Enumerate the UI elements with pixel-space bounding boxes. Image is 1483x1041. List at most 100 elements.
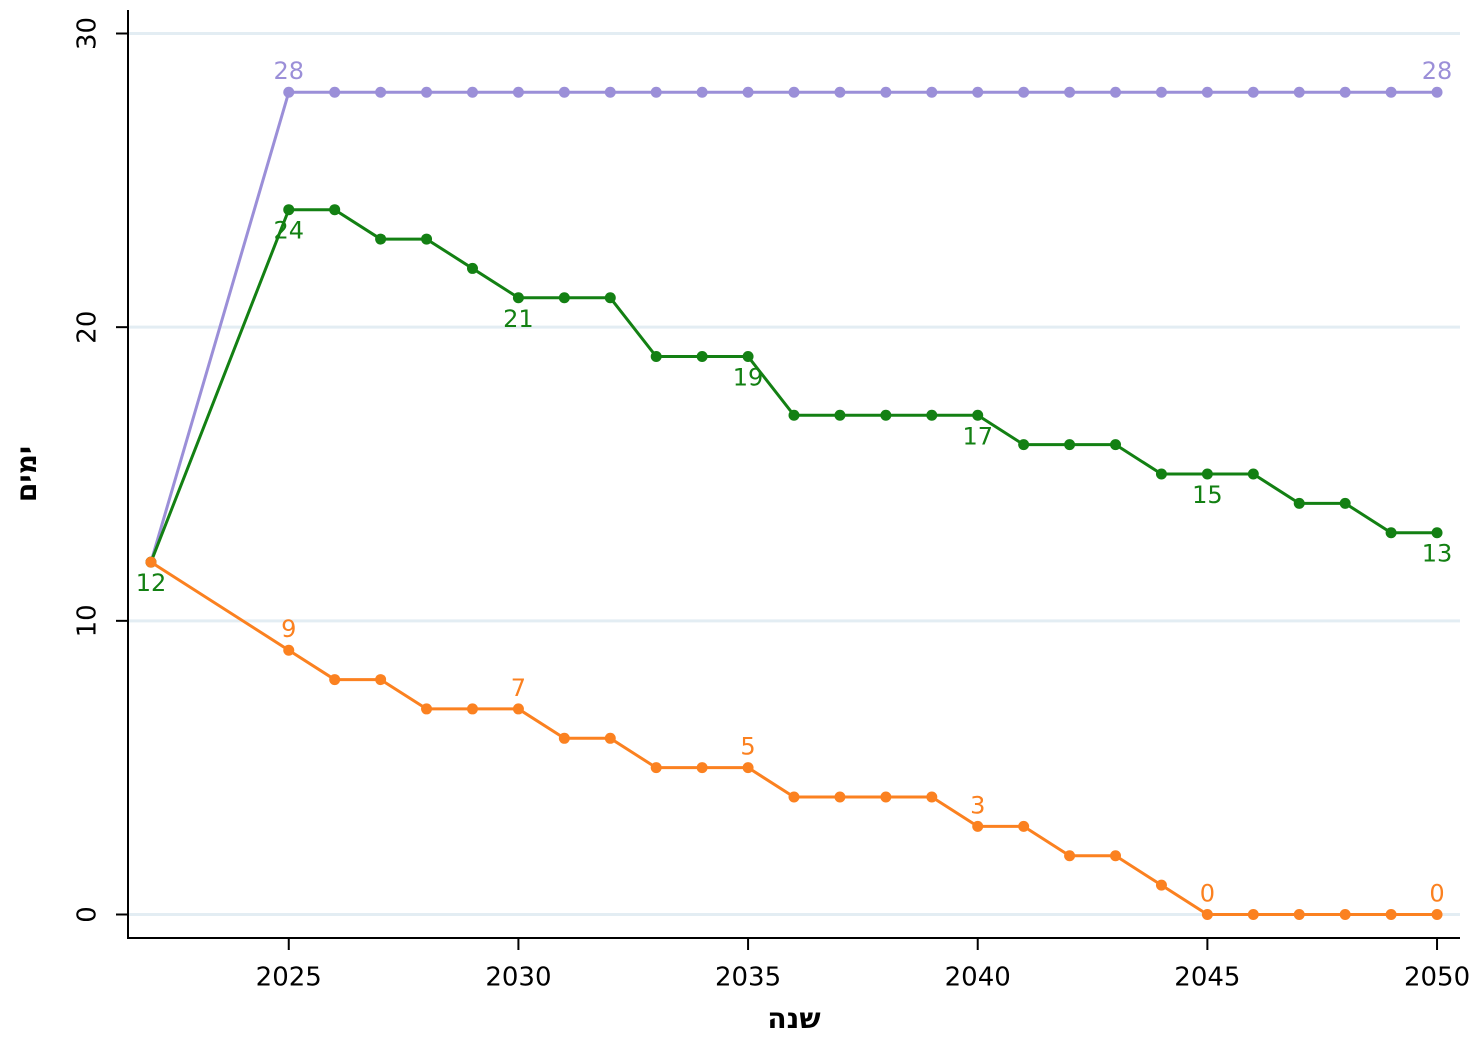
data-point [1293,86,1305,98]
data-point [512,703,524,715]
data-point [788,791,800,803]
data-point [1293,909,1305,921]
x-axis-label: שנה [767,1002,820,1035]
data-point [375,674,387,686]
data-point [375,233,387,245]
data-point [1247,468,1259,480]
x-tick-label: 2040 [945,963,1011,993]
data-point [650,86,662,98]
data-point [329,674,341,686]
data-point [466,703,478,715]
data-point [834,791,846,803]
data-point [1293,497,1305,509]
data-point [604,86,616,98]
data-label: 12 [136,569,167,597]
data-point [1110,439,1122,451]
y-tick-label: 0 [73,906,103,923]
data-point [650,762,662,774]
data-point [1155,879,1167,891]
data-point [1018,820,1030,832]
y-tick-label: 30 [73,17,103,50]
data-label: 15 [1192,481,1223,509]
data-point [926,86,938,98]
data-point [558,732,570,744]
data-point [1018,439,1030,451]
data-point [1201,468,1213,480]
data-point [466,262,478,274]
data-point [1064,850,1076,862]
data-point [834,409,846,421]
data-point [880,791,892,803]
data-point [650,351,662,363]
y-tick-label: 10 [73,604,103,637]
data-point [1247,86,1259,98]
data-point [145,556,157,568]
data-point [329,86,341,98]
data-point [283,644,295,656]
data-point [1385,527,1397,539]
data-point [1339,86,1351,98]
data-label: 28 [273,57,304,85]
series-line [150,560,1438,917]
data-point [926,791,938,803]
y-tick-label: 20 [73,311,103,344]
data-label: 28 [1422,57,1453,85]
data-point [466,86,478,98]
x-tick-label: 2025 [256,963,322,993]
data-label: 24 [273,217,304,245]
data-point [1385,86,1397,98]
series-line [149,208,1438,563]
data-point [1385,909,1397,921]
data-point [421,233,433,245]
data-label: 21 [503,305,534,333]
data-point [1110,850,1122,862]
data-point [788,409,800,421]
data-point [421,703,433,715]
data-point [880,409,892,421]
x-tick-label: 2035 [715,963,781,993]
x-tick-label: 2030 [485,963,551,993]
data-point [1110,86,1122,98]
data-point [696,762,708,774]
data-point [696,86,708,98]
data-point [1431,527,1443,539]
x-tick-label: 2045 [1174,963,1240,993]
data-point [972,820,984,832]
data-point [1339,497,1351,509]
data-point [1155,86,1167,98]
data-point [696,351,708,363]
data-point [375,86,387,98]
data-point [880,86,892,98]
data-point [742,762,754,774]
data-point [1201,86,1213,98]
data-point [788,86,800,98]
data-point [1339,909,1351,921]
data-point [512,292,524,304]
data-label: 17 [962,422,993,450]
data-point [972,409,984,421]
data-point [742,86,754,98]
data-point [1064,86,1076,98]
data-point [604,732,616,744]
data-label: 5 [740,733,755,761]
data-point [512,86,524,98]
data-label: 19 [733,364,764,392]
data-point [834,86,846,98]
data-point [421,86,433,98]
x-tick-label: 2050 [1404,963,1470,993]
data-label: 9 [281,615,296,643]
data-point [972,86,984,98]
data-point [926,409,938,421]
data-point [283,86,295,98]
data-point [1247,909,1259,921]
data-point [558,292,570,304]
data-label: 13 [1422,540,1453,568]
data-point [329,204,341,216]
data-label: 0 [1429,880,1444,908]
data-point [1431,86,1443,98]
data-point [1431,909,1443,921]
data-point [604,292,616,304]
data-point [1155,468,1167,480]
data-point [1064,439,1076,451]
